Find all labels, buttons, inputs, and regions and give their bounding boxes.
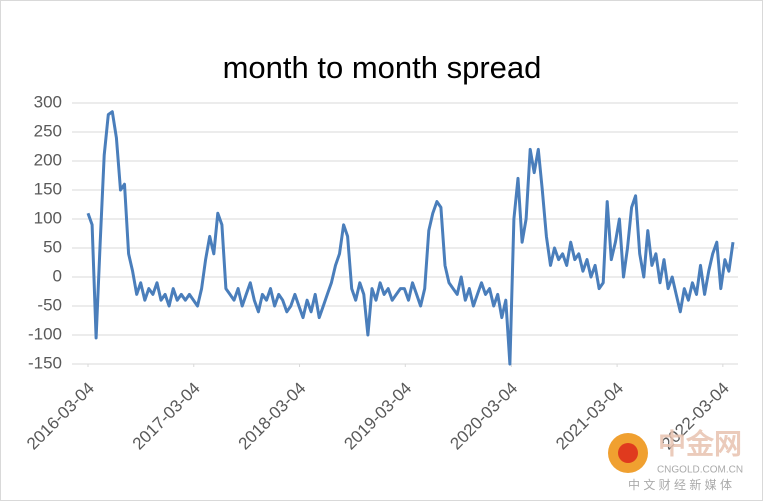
watermark-site: CNGOLD.COM.CN [657, 465, 743, 476]
y-tick-label: 300 [34, 92, 62, 111]
y-tick-label: 50 [43, 237, 62, 256]
y-tick-label: 150 [34, 179, 62, 198]
data-line [86, 110, 735, 366]
y-tick-label: 100 [34, 208, 62, 227]
y-tick-label: 200 [34, 150, 62, 169]
y-tick-label: -50 [37, 295, 62, 314]
watermark: 中金网 CNGOLD.COM.CN 中 文 财 经 新 媒 体 [608, 427, 743, 492]
watermark-slogan: 中 文 财 经 新 媒 体 [628, 477, 732, 492]
watermark-logo-core [618, 443, 638, 463]
y-tick-label: -150 [28, 353, 62, 372]
y-tick-label: 0 [53, 266, 62, 285]
y-tick-label: 250 [34, 121, 62, 140]
chart-title: month to month spread [223, 50, 542, 85]
y-tick-label: -100 [28, 324, 62, 343]
watermark-brand: 中金网 [658, 427, 742, 459]
